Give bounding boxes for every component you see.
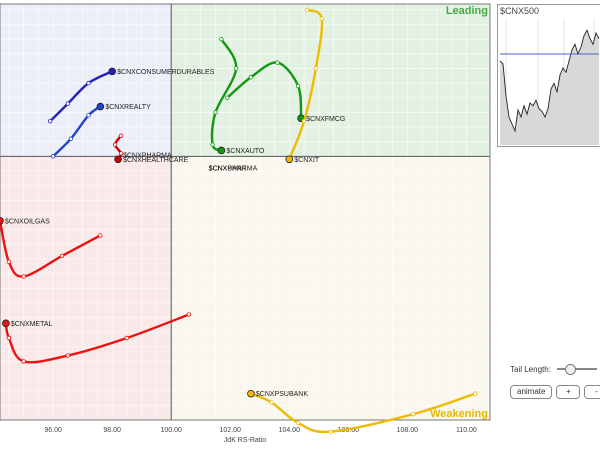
rrg-chart: Leading Weakening 96.00 98.00 100.00 102.00 10… — [0, 3, 491, 444]
tail-point-cnxconsumerdurables — [65, 101, 71, 106]
benchmark-line-chart: MayJulSepNo — [499, 19, 600, 146]
tail-point-cnxhealthcare — [118, 133, 124, 139]
tail-point-cnxoilgas — [21, 274, 26, 279]
x-tick-label: 110.00 — [456, 427, 477, 434]
label-cnxbank: $CNXBANK — [209, 166, 247, 173]
label-cnxhealthcare: $CNXHEALTHCARE — [123, 157, 189, 164]
mini-area — [500, 30, 599, 146]
head-cnxpsubank — [247, 389, 255, 398]
tail-point-cnxauto — [219, 36, 224, 42]
tail-point-cnxfmcg — [248, 75, 254, 80]
tail-point-cnxfmcg — [275, 60, 280, 65]
tail-point-cnxrealty — [86, 113, 91, 118]
label-cnxrealty: $CNXREALTY — [105, 104, 151, 111]
label-cnxauto: $CNXAUTO — [226, 148, 265, 155]
tail-point-cnxit — [319, 16, 324, 21]
plot-border — [0, 3, 491, 421]
label-cnxoilgas: $CNXOILGAS — [5, 218, 50, 225]
x-tick-label: 96.00 — [44, 427, 62, 434]
head-cnxrealty — [96, 102, 105, 111]
benchmark-mini-chart: MayJulSepNo $CNX500 — [497, 4, 600, 147]
tail-point-cnxpsubank — [269, 400, 274, 405]
quadrant-label-weakening: Weakening — [430, 408, 488, 420]
tail-point-cnxauto — [210, 142, 215, 147]
label-cnxpsubank: $CNXPSUBANK — [256, 391, 308, 398]
quadrant-improving — [0, 4, 172, 157]
tail-point-cnxmetal — [21, 359, 26, 364]
x-tick-label: 104.00 — [279, 427, 301, 434]
head-cnxauto — [217, 146, 226, 155]
mini-line — [499, 29, 600, 133]
tail-point-cnxrealty — [68, 136, 74, 141]
tail-point-cnxrealty — [50, 154, 56, 159]
label-cnxconsumerdurables: $CNXCONSUMERDURABLES — [117, 69, 215, 76]
animation-controls: animate + - — [510, 385, 600, 399]
quadrant-label-leading: Leading — [446, 5, 488, 17]
step-back-button[interactable]: - — [584, 385, 600, 399]
x-tick-label: 102.00 — [220, 427, 242, 434]
tail-point-cnxconsumerdurables — [47, 118, 53, 124]
tail-point-cnxit — [304, 7, 310, 13]
tail-point-cnxpsubank — [411, 411, 416, 417]
benchmark-title: $CNX500 — [500, 6, 540, 16]
tail-point-cnxauto — [233, 66, 239, 71]
tail-point-cnxfmcg — [225, 95, 230, 100]
tail-length-slider-thumb[interactable] — [564, 364, 576, 375]
tail-point-cnxhealthcare — [112, 142, 118, 147]
tail-point-cnxfmcg — [295, 83, 301, 89]
head-cnxoilgas — [0, 216, 4, 225]
tail-point-cnxit — [313, 66, 319, 71]
label-cnxit: $CNXIT — [294, 157, 320, 164]
tail-point-cnxhealthcare — [118, 151, 124, 156]
tail-cnxconsumerdurables — [48, 70, 114, 123]
x-tick-label: 106.00 — [338, 427, 360, 434]
head-cnxmetal — [2, 319, 10, 328]
x-tick-label: 108.00 — [397, 427, 419, 434]
tail-length-control: Tail Length: — [510, 362, 597, 376]
tail-point-cnxmetal — [124, 335, 130, 341]
tail-point-cnxpsubank — [473, 391, 478, 396]
tail-point-cnxmetal — [65, 353, 71, 358]
tail-cnxrealty — [51, 105, 102, 158]
tail-point-cnxit — [301, 118, 307, 124]
x-tick-label: 98.00 — [103, 427, 121, 434]
tail-point-cnxpsubank — [295, 420, 301, 426]
head-cnxhealthcare — [114, 155, 122, 164]
x-tick-label: 100.00 — [160, 427, 182, 434]
step-forward-button[interactable]: + — [556, 385, 581, 399]
tail-point-cnxmetal — [6, 335, 12, 341]
tail-point-cnxauto — [213, 110, 218, 115]
tail-point-cnxoilgas — [59, 253, 65, 259]
label-cnxmetal: $CNXMETAL — [11, 321, 53, 328]
label-cnxfmcg: $CNXFMCG — [306, 116, 345, 123]
tail-point-cnxconsumerdurables — [86, 80, 91, 86]
tail-point-cnxoilgas — [6, 259, 12, 265]
label-cnxpharma: $CNXPHARMA — [209, 166, 258, 173]
tail-point-cnxoilgas — [98, 233, 103, 238]
quadrant-leading — [171, 4, 490, 157]
tail-length-label: Tail Length: — [510, 364, 551, 374]
label-cnxpharma: $CNXPHARMA — [123, 152, 172, 159]
side-panel: MayJulSepNo $CNX500 — [493, 0, 600, 450]
animate-button[interactable]: animate — [510, 385, 553, 399]
tail-point-cnxpsubank — [328, 429, 333, 434]
tail-length-slider[interactable] — [556, 364, 597, 375]
head-cnxit — [285, 155, 294, 164]
head-cnxconsumerdurables — [108, 67, 116, 76]
x-axis-title: JdK RS-Ratio — [224, 437, 267, 444]
tail-point-cnxmetal — [186, 312, 192, 317]
